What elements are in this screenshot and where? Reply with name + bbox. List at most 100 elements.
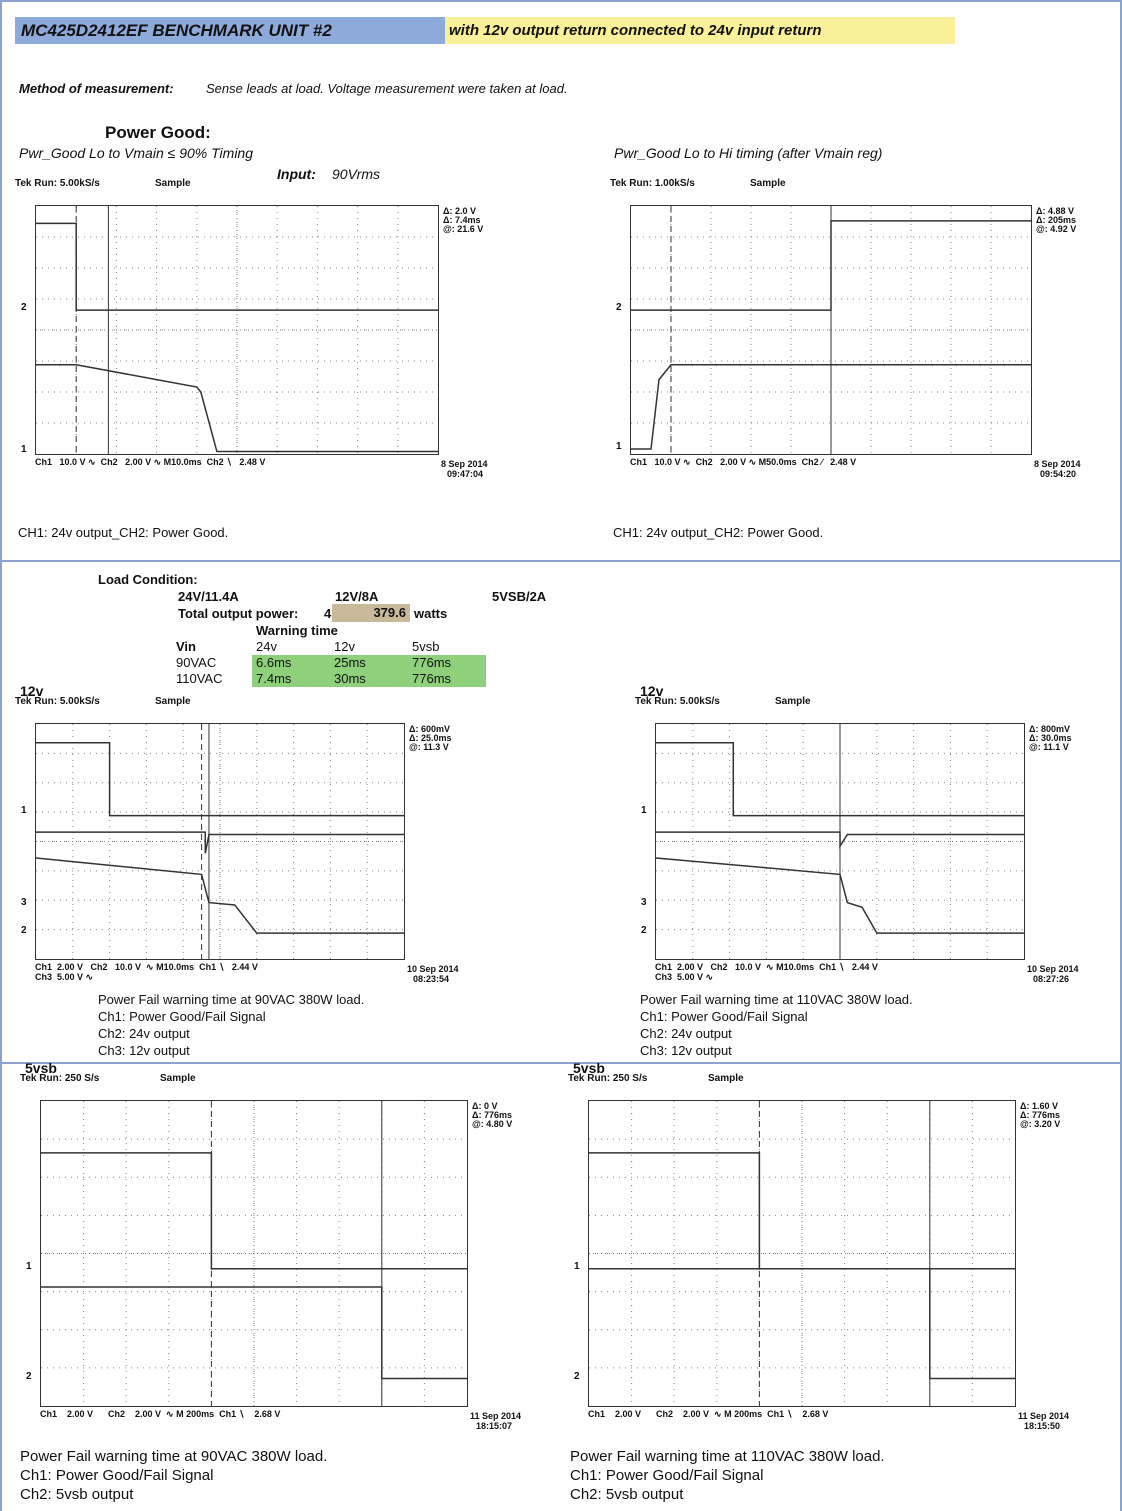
- readout: @: 4.80 V: [472, 1120, 512, 1129]
- scope-date: 10 Sep 2014: [1027, 964, 1079, 974]
- table-cell: 776ms: [408, 655, 486, 671]
- table-cell: 30ms: [330, 671, 408, 687]
- scope-run: Tek Run: 5.00kS/s: [15, 696, 100, 707]
- caption: CH1: 24v output_CH2: Power Good.: [18, 525, 228, 540]
- scope-run: Tek Run: 1.00kS/s: [610, 178, 695, 189]
- table-header: 24v: [252, 639, 330, 655]
- channel-marker: 1: [26, 1261, 32, 1272]
- scope-bottom: Ch1 2.00 V Ch2 2.00 V ∿ M 200ms Ch1 ∖ 2.…: [588, 1409, 828, 1420]
- scope-screen: [35, 205, 439, 455]
- table-cell: 110VAC: [172, 671, 252, 687]
- heading: Power Good:: [105, 123, 211, 143]
- trace: [36, 858, 404, 933]
- warning-heading: Warning time: [256, 623, 338, 638]
- scope-mode: Sample: [155, 178, 191, 189]
- scope-bottom: Ch1 10.0 V ∿ Ch2 2.00 V ∿ M10.0ms Ch2 ∖ …: [35, 457, 265, 468]
- caption: Power Fail warning time at 90VAC 380W lo…: [20, 1448, 327, 1465]
- scope-screen: [630, 205, 1032, 455]
- table-header: 12v: [330, 639, 408, 655]
- scope-bottom: Ch3 5.00 V ∿: [35, 972, 93, 983]
- load-24: 24V/11.4A: [178, 589, 239, 604]
- scope-time: 08:23:54: [413, 974, 449, 984]
- load-5: 5VSB/2A: [492, 589, 546, 604]
- channel-marker: 1: [641, 805, 647, 816]
- scope-date: 11 Sep 2014: [470, 1411, 521, 1421]
- channel-marker: 1: [21, 444, 27, 455]
- total-value: 379.6: [332, 604, 410, 622]
- scope-date: 8 Sep 2014: [441, 459, 488, 469]
- scope-bottom: Ch1 2.00 V Ch2 2.00 V ∿ M 200ms Ch1 ∖ 2.…: [40, 1409, 280, 1420]
- scope-run: Tek Run: 5.00kS/s: [15, 178, 100, 189]
- caption: CH1: 24v output_CH2: Power Good.: [613, 525, 823, 540]
- scope-date: 8 Sep 2014: [1034, 459, 1081, 469]
- total-prefix: 4: [324, 606, 331, 621]
- scope-run: Tek Run: 250 S/s: [568, 1073, 647, 1084]
- scope-mode: Sample: [160, 1073, 196, 1084]
- scope-screen: [655, 723, 1025, 960]
- table-cell: 25ms: [330, 655, 408, 671]
- channel-marker: 2: [21, 925, 27, 936]
- method-label: Method of measurement:: [19, 81, 174, 96]
- caption: Ch3: 12v output: [98, 1043, 190, 1058]
- caption: Ch1: Power Good/Fail Signal: [640, 1009, 808, 1024]
- scope-mode: Sample: [750, 178, 786, 189]
- readout: @: 4.92 V: [1036, 225, 1076, 234]
- trace: [631, 221, 1031, 310]
- scope-bottom: Ch1 10.0 V ∿ Ch2 2.00 V ∿ M50.0ms Ch2 ∕ …: [630, 457, 856, 468]
- channel-marker: 2: [26, 1371, 32, 1382]
- table-row: 90VAC6.6ms25ms776ms: [172, 655, 486, 671]
- readout: @: 3.20 V: [1020, 1120, 1060, 1129]
- scope-time: 09:47:04: [447, 469, 483, 479]
- total-label: Total output power:: [178, 606, 298, 621]
- table-cell: 90VAC: [172, 655, 252, 671]
- caption: Ch1: Power Good/Fail Signal: [570, 1467, 763, 1484]
- scope-time: 18:15:07: [476, 1421, 512, 1431]
- caption: Ch1: Power Good/Fail Signal: [98, 1009, 266, 1024]
- trace: [656, 832, 1024, 846]
- table-cell: 6.6ms: [252, 655, 330, 671]
- scope-mode: Sample: [775, 696, 811, 707]
- scope-date: 10 Sep 2014: [407, 964, 459, 974]
- caption: Power Fail warning time at 110VAC 380W l…: [570, 1448, 885, 1465]
- channel-marker: 1: [574, 1261, 580, 1272]
- channel-marker: 3: [641, 897, 647, 908]
- channel-marker: 2: [641, 925, 647, 936]
- scope-title: Pwr_Good Lo to Vmain ≤ 90% Timing: [19, 145, 253, 161]
- title: MC425D2412EF BENCHMARK UNIT #2: [15, 17, 445, 44]
- channel-marker: 2: [616, 302, 622, 313]
- table-cell: 776ms: [408, 671, 486, 687]
- caption: Ch2: 24v output: [640, 1026, 732, 1041]
- caption: Power Fail warning time at 90VAC 380W lo…: [98, 992, 364, 1007]
- channel-marker: 1: [616, 441, 622, 452]
- scope-mode: Sample: [708, 1073, 744, 1084]
- scope-run: Tek Run: 250 S/s: [20, 1073, 99, 1084]
- total-unit: watts: [414, 606, 447, 621]
- channel-marker: 2: [574, 1371, 580, 1382]
- scope-mode: Sample: [155, 696, 191, 707]
- channel-marker: 1: [21, 805, 27, 816]
- caption: Ch2: 24v output: [98, 1026, 190, 1041]
- load-12: 12V/8A: [335, 589, 378, 604]
- heading: Load Condition:: [98, 572, 198, 587]
- caption: Ch1: Power Good/Fail Signal: [20, 1467, 213, 1484]
- scope-title: Pwr_Good Lo to Hi timing (after Vmain re…: [614, 145, 882, 161]
- channel-marker: 2: [21, 302, 27, 313]
- method-text: Sense leads at load. Voltage measurement…: [206, 81, 568, 96]
- scope-screen: [35, 723, 405, 960]
- scope-screen: [588, 1100, 1016, 1407]
- caption: Power Fail warning time at 110VAC 380W l…: [640, 992, 913, 1007]
- scope-date: 11 Sep 2014: [1018, 1411, 1069, 1421]
- table-header: 5vsb: [408, 639, 486, 655]
- table-cell: 7.4ms: [252, 671, 330, 687]
- scope-run: Tek Run: 5.00kS/s: [635, 696, 720, 707]
- scope-screen: [40, 1100, 468, 1407]
- readout: @: 21.6 V: [443, 225, 483, 234]
- caption: Ch2: 5vsb output: [570, 1486, 683, 1503]
- scope-time: 18:15:50: [1024, 1421, 1060, 1431]
- input-label: Input:: [277, 166, 316, 182]
- scope-time: 08:27:26: [1033, 974, 1069, 984]
- caption: Ch3: 12v output: [640, 1043, 732, 1058]
- scope-bottom: Ch3 5.00 V ∿: [655, 972, 713, 983]
